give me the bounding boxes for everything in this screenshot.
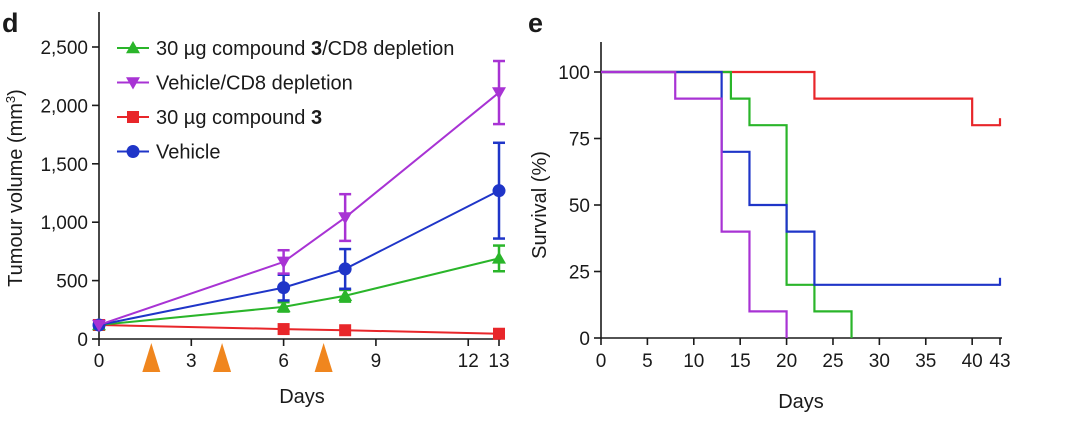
panel-d-label: d (2, 8, 19, 38)
data-point (338, 288, 353, 302)
y-tick-label: 500 (56, 272, 88, 293)
x-tick-label: 40 (962, 351, 983, 372)
panel-d-y-axis-label-sup: 3 (3, 96, 18, 103)
legend-text-bold: 3 (311, 38, 322, 60)
survival-step-line (601, 70, 853, 338)
x-tick-label: 5 (642, 351, 653, 372)
panel-d-x-axis-label: Days (279, 386, 325, 408)
data-point (492, 87, 506, 100)
x-tick-label: 35 (915, 351, 936, 372)
legend-text: 30 µg compound (156, 38, 311, 60)
y-tick-label: 75 (569, 130, 590, 151)
data-point (492, 184, 506, 198)
panel-d-series (92, 59, 506, 340)
data-point (92, 319, 106, 332)
x-tick-label: 6 (278, 351, 289, 372)
x-tick-label: 9 (371, 351, 382, 372)
data-point (493, 327, 505, 340)
panel-d-legend: 30 µg compound 3/CD8 depletion Vehicle/CD… (117, 38, 454, 164)
data-point (277, 323, 290, 336)
dosing-arrowhead (314, 343, 333, 372)
x-tick-label: 12 (458, 351, 479, 372)
panel-d-y-axis-label: Tumour volume (mm3) (3, 89, 27, 287)
panel-e-label: e (528, 8, 543, 38)
legend-marker (126, 41, 140, 54)
panel-e-y-axis-label: Survival (%) (529, 151, 551, 259)
data-point (492, 251, 506, 264)
y-tick-label: 0 (77, 330, 88, 351)
dosing-arrowhead (213, 343, 232, 372)
y-tick-label: 1,000 (40, 213, 88, 234)
legend-text: /CD8 depletion (322, 38, 454, 60)
panel-e-survival-chart: e 0 25 50 75 100 0 5 10 15 20 25 30 35 40 43 Survival … (528, 8, 1011, 413)
panel-d-y-axis-label-close: ) (5, 89, 27, 96)
data-point (339, 324, 352, 337)
survival-step-line (601, 70, 1000, 286)
y-tick-label: 50 (569, 196, 590, 217)
series-line (98, 91, 500, 326)
legend-text: Vehicle/CD8 depletion (156, 73, 353, 95)
panel-e-series (601, 70, 1002, 338)
legend-marker (126, 145, 140, 158)
y-tick-label: 100 (558, 63, 590, 84)
x-tick-label: 0 (596, 351, 607, 372)
survival-step-line (601, 70, 1000, 127)
panel-d-tumour-volume-chart: d 0 500 1,000 1,500 2,000 2,500 0 3 6 9 12 13 30 µg… (2, 8, 510, 408)
x-tick-label: 10 (683, 351, 704, 372)
data-point (276, 256, 291, 269)
series-line (98, 189, 500, 326)
legend-text-bold: 3 (311, 107, 322, 129)
x-tick-label: 3 (186, 351, 197, 372)
series-line (98, 257, 500, 326)
y-tick-label: 2,500 (40, 38, 88, 59)
data-point (276, 299, 291, 313)
y-tick-label: 0 (579, 329, 590, 350)
legend-text: Vehicle (156, 142, 221, 164)
data-point (338, 262, 352, 276)
legend-entry-label: Vehicle (156, 142, 221, 164)
panel-d-y-axis-label-main: Tumour volume (mm (5, 103, 27, 287)
x-tick-label: 0 (94, 351, 105, 372)
dosing-arrowhead (142, 343, 161, 372)
y-tick-label: 2,000 (40, 96, 88, 117)
x-tick-label: 25 (822, 351, 843, 372)
data-point (277, 281, 291, 295)
panel-e-axes: 0 25 50 75 100 0 5 10 15 20 25 30 35 40 43 (558, 42, 1011, 372)
y-tick-label: 25 (569, 263, 590, 284)
x-tick-label: 30 (869, 351, 890, 372)
series-line (98, 323, 500, 335)
panel-d-axes: 0 500 1,000 1,500 2,000 2,500 0 3 6 9 12 13 (40, 12, 510, 372)
x-tick-label: 15 (730, 351, 751, 372)
data-point (338, 212, 353, 225)
legend-entry-label: 30 µg compound 3/CD8 depletion (156, 38, 454, 60)
survival-step-line (601, 70, 788, 338)
y-tick-label: 1,500 (40, 155, 88, 176)
legend-marker (127, 111, 139, 123)
legend-marker (126, 77, 140, 90)
x-tick-label: 20 (776, 351, 797, 372)
x-tick-label: 43 (989, 351, 1010, 372)
legend-text: 30 µg compound (156, 107, 311, 129)
legend-entry-label: Vehicle/CD8 depletion (156, 73, 353, 95)
panel-e-x-axis-label: Days (778, 391, 824, 413)
panel-d-dosing-markers (142, 343, 333, 372)
x-tick-label: 13 (488, 351, 509, 372)
legend-entry-label: 30 µg compound 3 (156, 107, 322, 129)
